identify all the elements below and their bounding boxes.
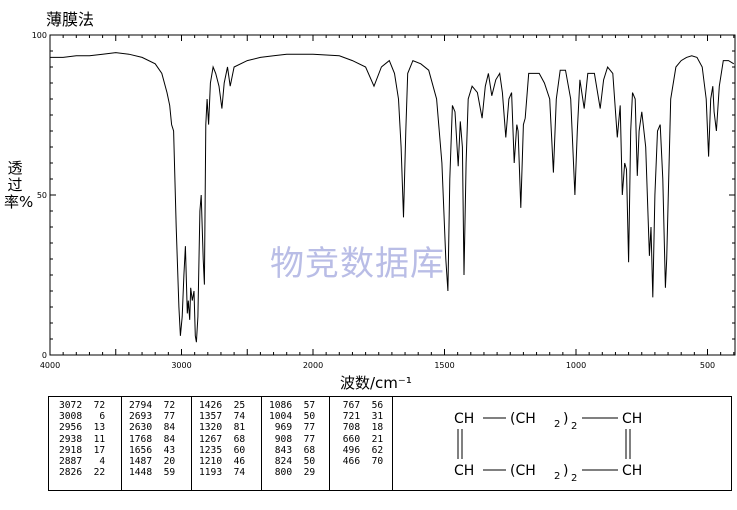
peak-row: 3072 72 (59, 400, 106, 411)
peak-row: 1357 74 (199, 411, 246, 423)
peak-column: 767 56 721 31 708 18 660 21 496 62 466 7… (337, 400, 383, 467)
peak-row: 3008 6 (59, 411, 106, 423)
peak-column: 2794 72 2693 77 2630 84 1768 84 1656 43 1487 … (129, 400, 175, 478)
y-tick-label: 100 (32, 31, 47, 40)
peak-row: 1086 57 (269, 400, 316, 411)
peak-row: 1426 25 (199, 400, 246, 411)
minor-ticks (49, 34, 735, 356)
peak-row: 2693 77 (129, 411, 176, 423)
peak-row: 1768 84 (129, 433, 176, 445)
peak-column: 3072 72 3008 6 2956 13 2938 11 2918 17 2887 4… (59, 400, 105, 478)
peak-row: 2794 72 (129, 400, 176, 411)
peak-row: 800 29 (269, 467, 316, 479)
structure-group-top: (CH (510, 411, 536, 427)
structure-sub-bottom: 2 (554, 471, 560, 482)
peak-column: 1086 57 1004 50 969 77 908 77 843 68 824 … (269, 400, 315, 478)
peak-row: 2938 11 (59, 433, 106, 445)
peak-table: 3072 72 3008 6 2956 13 2938 11 2918 17 2887 4… (48, 396, 732, 491)
peak-row: 767 56 (337, 400, 384, 411)
x-tick-label: 2000 (303, 361, 323, 370)
peak-row: 2826 22 (59, 467, 106, 479)
structure-ch-top-right: CH (622, 411, 642, 427)
structure-sub-top: 2 (554, 419, 560, 430)
x-tick-label: 3000 (171, 361, 191, 370)
peak-row: 660 21 (337, 433, 384, 445)
y-tick-label: 0 (42, 351, 47, 360)
peak-row: 1193 74 (199, 467, 246, 479)
structure-ch-top-left: CH (454, 411, 474, 427)
peak-row: 824 50 (269, 456, 316, 468)
peak-row: 1320 81 (199, 422, 246, 434)
peak-row: 969 77 (269, 422, 316, 434)
peak-row: 708 18 (337, 422, 384, 434)
peak-row: 1004 50 (269, 411, 316, 423)
x-tick-label: 1500 (434, 361, 454, 370)
x-axis-label: 波数/cm⁻¹ (340, 374, 412, 392)
peak-column: 1426 25 1357 74 1320 81 1267 68 1235 60 1210 … (199, 400, 245, 478)
peak-row: 1448 59 (129, 467, 176, 479)
peak-row: 1267 68 (199, 433, 246, 445)
peak-row: 2956 13 (59, 422, 106, 434)
peak-row: 466 70 (337, 456, 384, 468)
peak-row: 1656 43 (129, 444, 176, 456)
peak-row: 2887 4 (59, 456, 106, 468)
x-tick-label: 4000 (40, 361, 60, 370)
peak-row: 908 77 (269, 433, 316, 445)
y-axis-label: 透过率% (4, 159, 34, 211)
plot-frame (49, 34, 736, 356)
structure-n-bottom: 2 (571, 473, 577, 484)
x-tick-label: 1000 (566, 361, 586, 370)
peak-row: 2918 17 (59, 444, 106, 456)
watermark-text: 物竞数据库 (270, 244, 445, 284)
page-title: 薄膜法 (46, 10, 95, 29)
structure-close-bottom: ) (563, 463, 568, 479)
y-tick-label: 50 (37, 191, 47, 200)
tick-labels: 4000 3000 2000 1500 1000 500 0 50 100 (32, 31, 715, 370)
molecule-structure: CH (CH 2 ) 2 CH CH (CH 2 ) 2 CH (454, 411, 642, 484)
peak-row: 1235 60 (199, 444, 246, 456)
peak-row: 496 62 (337, 444, 384, 456)
peak-row: 843 68 (269, 444, 316, 456)
peak-row: 2630 84 (129, 422, 176, 434)
structure-close-top: ) (563, 411, 568, 427)
structure-group-bottom: (CH (510, 463, 536, 479)
peak-row: 721 31 (337, 411, 384, 423)
x-tick-label: 500 (700, 361, 715, 370)
ir-spectrum-chart: 4000 3000 2000 1500 1000 500 0 50 100 (32, 31, 736, 370)
peak-row: 1487 20 (129, 456, 176, 468)
structure-ch-bottom-left: CH (454, 463, 474, 479)
structure-n-top: 2 (571, 421, 577, 432)
spectrum-line (50, 52, 735, 343)
structure-ch-bottom-right: CH (622, 463, 642, 479)
peak-row: 1210 46 (199, 456, 246, 468)
